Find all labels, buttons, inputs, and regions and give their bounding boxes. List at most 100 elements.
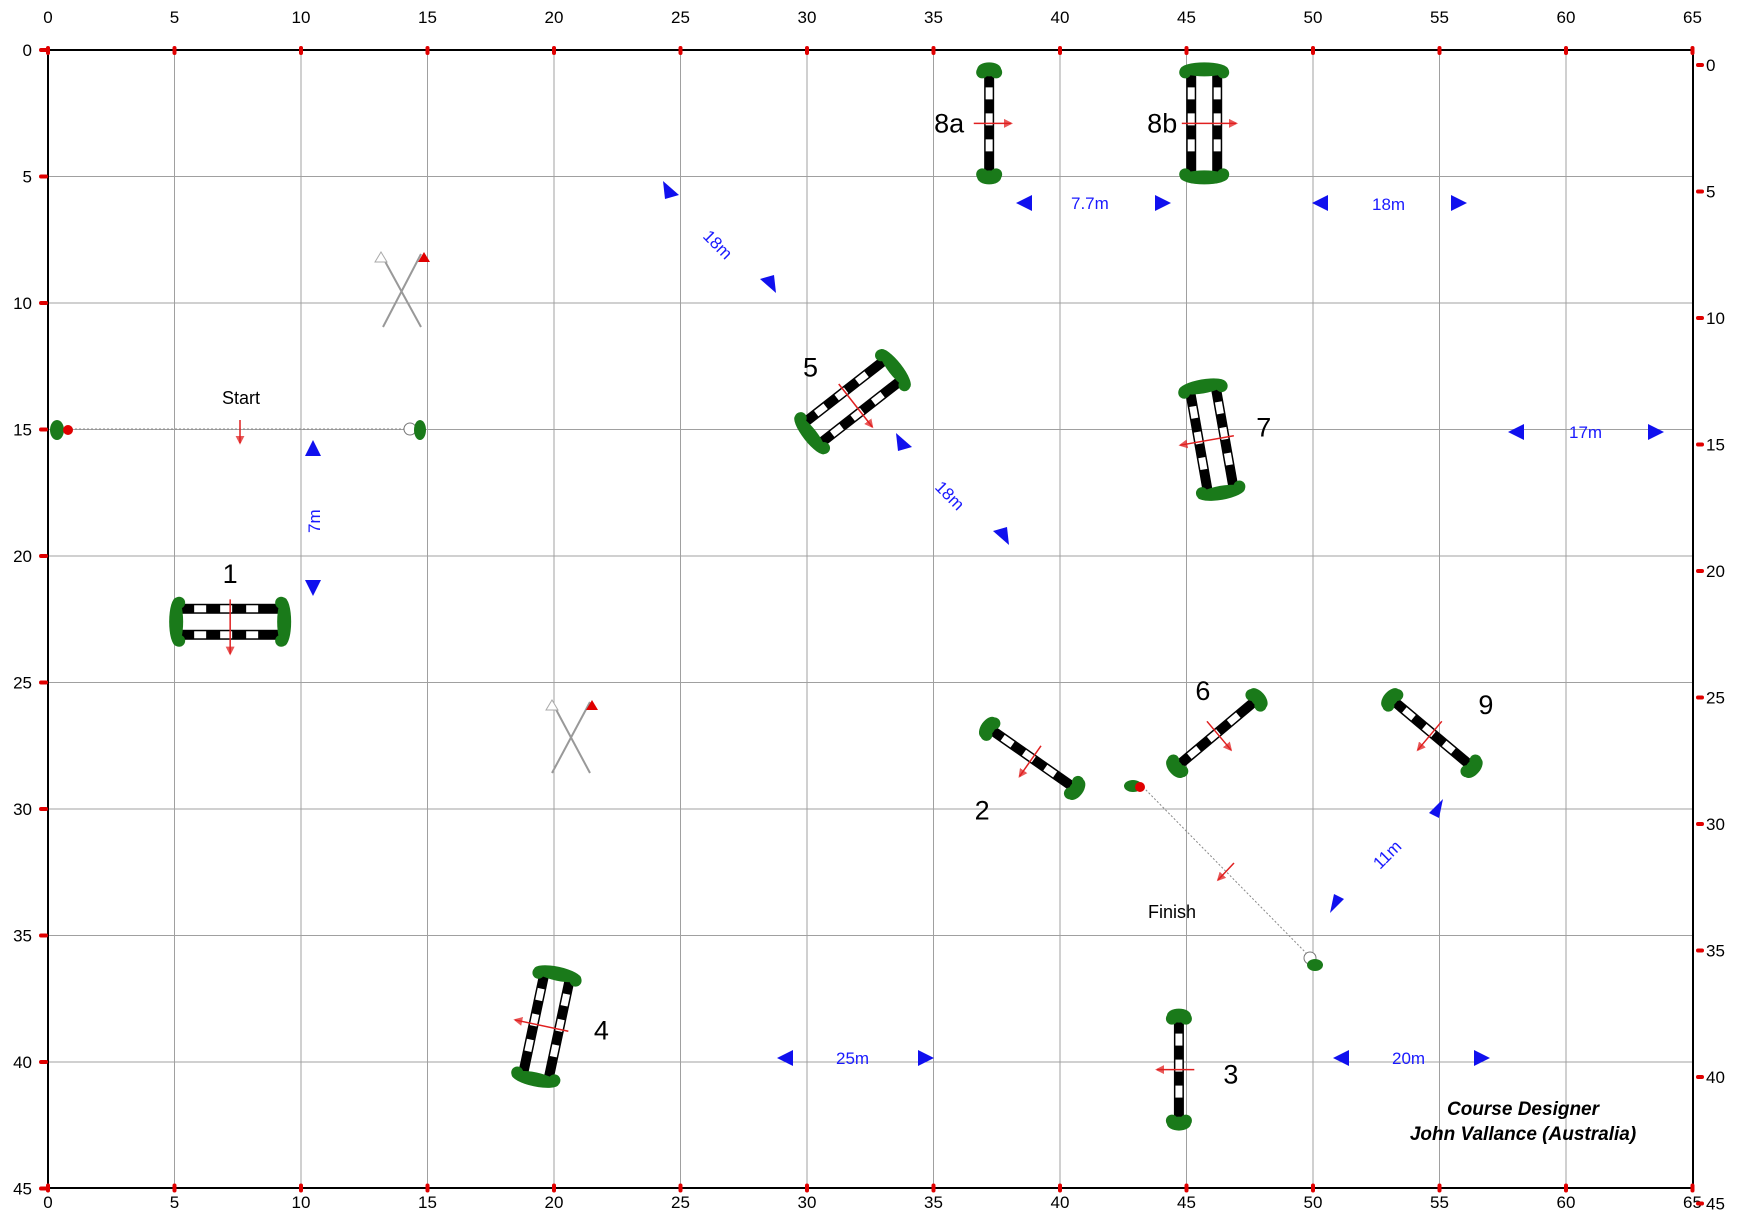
tick-mark [1564, 1183, 1568, 1193]
tick-mark [1690, 46, 1695, 55]
distance-9: 20m [1333, 1049, 1490, 1068]
rail-stripe [985, 87, 993, 100]
rail-stripe [1175, 1059, 1183, 1072]
rail-stripe [1187, 87, 1195, 100]
rail-stripe [1189, 405, 1199, 419]
tick-mark [1184, 1183, 1189, 1193]
tick-label: 25 [13, 674, 32, 693]
x-axis-top: 0 5 10 15 20 25 30 35 40 45 50 55 60 65 [43, 8, 1702, 55]
tick-mark [39, 174, 48, 179]
tick-mark [39, 554, 48, 558]
rail-stripe [1226, 712, 1241, 726]
wing-hedge [275, 596, 288, 609]
tick-mark [39, 48, 48, 52]
rail-stripe [1213, 87, 1221, 100]
tick-mark [1696, 1201, 1704, 1206]
fence-number: 1 [223, 559, 238, 589]
wing-hedge [1180, 62, 1229, 77]
wing-hedge [980, 728, 993, 741]
wing-hedge [548, 1074, 561, 1087]
wing-hedge [1179, 168, 1192, 181]
tick-label: 45 [1706, 1195, 1725, 1213]
tick-mark [1058, 46, 1062, 55]
tick-mark [1696, 569, 1704, 573]
direction-arrow [1018, 745, 1042, 778]
practice-cross-bottom [545, 699, 598, 774]
wing-hedge [511, 1066, 524, 1079]
tick-label: 10 [13, 294, 32, 313]
tick-mark [1696, 442, 1704, 447]
wing-hedge [1215, 380, 1228, 393]
wing-hedge [1178, 386, 1191, 399]
tick-label: 60 [1557, 8, 1576, 27]
direction-arrow [838, 383, 874, 429]
fence-8a [973, 62, 1013, 185]
tick-mark [1696, 316, 1704, 320]
tick-label: 10 [1706, 309, 1725, 328]
fence-number: 5 [803, 353, 818, 383]
wing-hedge [511, 1070, 559, 1088]
tick-label: 30 [1706, 815, 1725, 834]
wing-hedge [173, 634, 186, 647]
tick-mark [39, 933, 48, 938]
distance-4: 7.7m [1016, 194, 1171, 213]
tick-mark [1437, 46, 1442, 55]
tick-label: 55 [1430, 1193, 1449, 1212]
tick-mark [1564, 46, 1568, 55]
practice-cross-top [374, 251, 430, 328]
arena-grid [47, 49, 1693, 1189]
tick-label: 20 [13, 547, 32, 566]
distance-3: 7m [305, 440, 324, 596]
rail-stripe [985, 113, 993, 126]
tick-mark [425, 46, 430, 55]
rail-stripe [220, 605, 233, 613]
wing-hedge [1179, 1012, 1192, 1025]
fence-number: 8a [934, 108, 965, 138]
tick-mark [1696, 822, 1704, 826]
tick-mark [46, 1183, 50, 1193]
tick-mark [1058, 1183, 1062, 1193]
tick-label: 55 [1430, 8, 1449, 27]
distance-label: 7.7m [1071, 194, 1109, 213]
rail-stripe [1187, 113, 1195, 126]
distance-2: 18m [896, 433, 1009, 545]
designer-title: Course Designer [1447, 1099, 1601, 1120]
wing-hedge [1167, 754, 1180, 767]
fence-8b [1179, 62, 1239, 185]
arena-border [47, 49, 1694, 1189]
tick-label: 0 [23, 41, 32, 60]
finish-line: Finish [1124, 780, 1323, 971]
tick-mark [39, 427, 48, 432]
fence-5 [794, 349, 911, 455]
wing-hedge [818, 442, 831, 455]
tick-label: 35 [924, 8, 943, 27]
direction-arrow [1416, 720, 1443, 752]
rail-stripe [194, 631, 207, 639]
rail-stripe [1175, 1085, 1183, 1098]
tick-label: 40 [13, 1053, 32, 1072]
wing-hedge [169, 597, 184, 646]
direction-arrow [1178, 434, 1234, 449]
tick-label: 50 [1304, 8, 1323, 27]
fence-4 [511, 965, 582, 1088]
tick-mark [552, 46, 556, 55]
x-axis-bottom: 0 5 10 15 20 25 30 35 40 45 50 55 60 65 [43, 1183, 1702, 1212]
fence-number: 9 [1478, 690, 1493, 720]
rail-stripe [870, 391, 885, 405]
y-axis-right: 0 5 10 15 20 25 30 35 40 45 [1696, 56, 1725, 1213]
tick-label: 10 [292, 1193, 311, 1212]
tick-mark [931, 46, 936, 55]
tick-mark [1696, 189, 1704, 194]
fence-number: 4 [594, 1016, 609, 1046]
rail-stripe [854, 371, 869, 385]
rail-stripe [1043, 764, 1058, 778]
rail-stripe [194, 605, 207, 613]
wing-hedge [1469, 754, 1482, 767]
rail-stripe [246, 605, 259, 613]
tick-mark [39, 1060, 48, 1064]
rail-stripe [814, 403, 828, 417]
tick-label: 15 [418, 8, 437, 27]
wing-hedge [988, 717, 1001, 730]
wing-hedge [275, 634, 288, 647]
